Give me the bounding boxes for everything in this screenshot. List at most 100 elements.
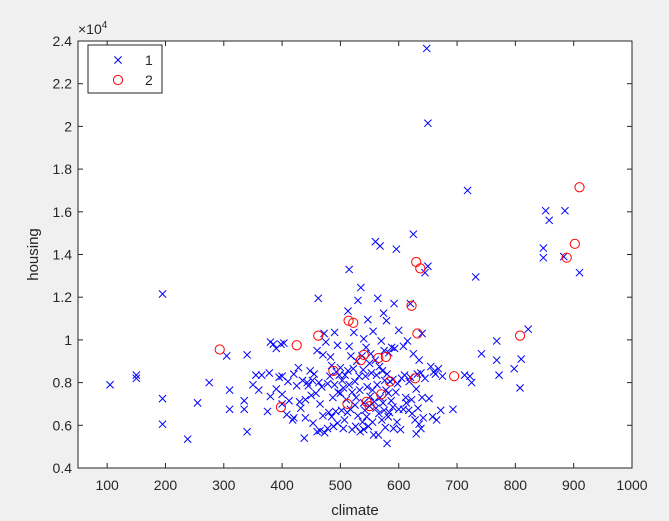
x-tick-label-5: 600 <box>387 477 411 493</box>
point-s1-6 <box>183 435 192 444</box>
point-s1-38 <box>289 413 298 422</box>
point-s1-42 <box>296 404 305 413</box>
point-s1-44 <box>300 434 309 443</box>
legend-label-2: 2 <box>145 72 153 88</box>
point-s1-138 <box>370 397 379 406</box>
point-s1-105 <box>351 401 359 409</box>
point-s1-20 <box>263 407 272 416</box>
point-s1-98 <box>345 380 354 389</box>
point-s1-118 <box>359 365 368 374</box>
point-s2-12 <box>373 352 384 364</box>
point-s1-24 <box>269 340 278 349</box>
point-s1-18 <box>254 386 263 395</box>
legend-label-1: 1 <box>145 52 153 68</box>
point-s1-235 <box>517 355 526 364</box>
point-s1-207 <box>418 393 427 402</box>
point-s1-30 <box>278 390 287 399</box>
point-s1-2 <box>132 371 141 380</box>
legend-marker-1 <box>114 56 122 64</box>
point-s1-141 <box>372 404 380 413</box>
point-s1-97 <box>345 265 354 274</box>
point-s1-119 <box>359 425 368 434</box>
point-s1-177 <box>393 418 401 427</box>
legend: 12 <box>87 44 163 94</box>
point-s1-28 <box>276 340 285 349</box>
point-s1-144 <box>373 294 382 303</box>
legend-marker-2 <box>112 74 124 86</box>
point-s2-9 <box>358 349 369 360</box>
point-s1-185 <box>400 371 409 380</box>
point-s1-201 <box>414 404 422 413</box>
point-s2-16 <box>406 300 417 311</box>
point-s1-183 <box>399 342 408 351</box>
point-s1-156 <box>380 346 389 355</box>
point-s1-5 <box>158 420 167 429</box>
point-s1-90 <box>340 416 349 424</box>
point-s2-15 <box>384 376 396 387</box>
point-s2-22 <box>514 330 526 341</box>
point-s1-169 <box>387 343 396 352</box>
point-s1-241 <box>559 252 568 261</box>
point-s1-77 <box>330 328 339 337</box>
point-s1-76 <box>330 380 339 389</box>
point-s2-5 <box>342 398 353 410</box>
point-s1-110 <box>353 411 362 420</box>
point-s1-166 <box>385 408 394 417</box>
point-s1-40 <box>294 363 303 372</box>
point-s1-8 <box>205 378 214 387</box>
point-s2-17 <box>409 373 421 384</box>
point-s1-121 <box>359 398 368 407</box>
point-s1-153 <box>379 398 387 407</box>
point-s1-126 <box>363 382 372 391</box>
point-s1-59 <box>316 399 324 408</box>
point-s1-10 <box>225 386 234 395</box>
point-s1-148 <box>376 242 385 250</box>
point-s1-111 <box>353 296 362 305</box>
point-s1-22 <box>266 392 275 401</box>
y-tick-label-9: 2.2 <box>53 76 73 92</box>
point-s1-129 <box>365 359 374 368</box>
point-s2-3 <box>313 330 324 341</box>
point-s1-85 <box>336 389 345 398</box>
y-exponent-label: ×104 <box>78 20 108 37</box>
point-s1-159 <box>381 386 390 395</box>
point-s1-203 <box>415 356 424 365</box>
point-s1-136 <box>369 327 378 336</box>
point-s2-7 <box>348 317 359 328</box>
point-s1-108 <box>352 393 361 402</box>
point-s1-49 <box>306 366 315 375</box>
point-s1-112 <box>355 372 364 381</box>
plot-area <box>78 41 632 468</box>
point-s1-102 <box>348 388 357 397</box>
point-s1-218 <box>431 370 440 379</box>
x-tick-label-8: 900 <box>562 477 586 493</box>
y-tick-label-10: 2.4 <box>53 33 73 49</box>
point-s1-231 <box>492 337 501 345</box>
point-s1-236 <box>524 325 533 334</box>
point-s1-14 <box>243 427 252 436</box>
point-s1-65 <box>320 428 329 437</box>
point-s2-11 <box>364 400 375 412</box>
point-s1-243 <box>575 268 584 277</box>
point-s1-178 <box>393 379 402 388</box>
point-s1-54 <box>311 389 320 398</box>
point-s1-45 <box>301 395 310 404</box>
y-axis-label: housing <box>25 228 42 281</box>
point-s1-31 <box>278 399 287 408</box>
point-s1-232 <box>495 371 503 380</box>
point-s1-216 <box>428 412 437 421</box>
point-s1-63 <box>318 350 327 359</box>
point-s1-143 <box>373 380 382 389</box>
tick-labels: 100 200 300 400 500 600 700 800 900 1000 0.4 0.6 0.8… <box>53 33 648 493</box>
point-s1-114 <box>356 427 365 436</box>
point-s1-147 <box>375 362 384 371</box>
point-s1-88 <box>339 383 348 392</box>
point-s1-168 <box>387 396 396 405</box>
point-s1-41 <box>295 397 304 406</box>
point-s1-115 <box>356 283 365 292</box>
point-s1-86 <box>337 406 346 415</box>
point-s1-229 <box>477 349 486 358</box>
point-s1-91 <box>341 371 350 380</box>
point-s1-209 <box>421 268 429 277</box>
